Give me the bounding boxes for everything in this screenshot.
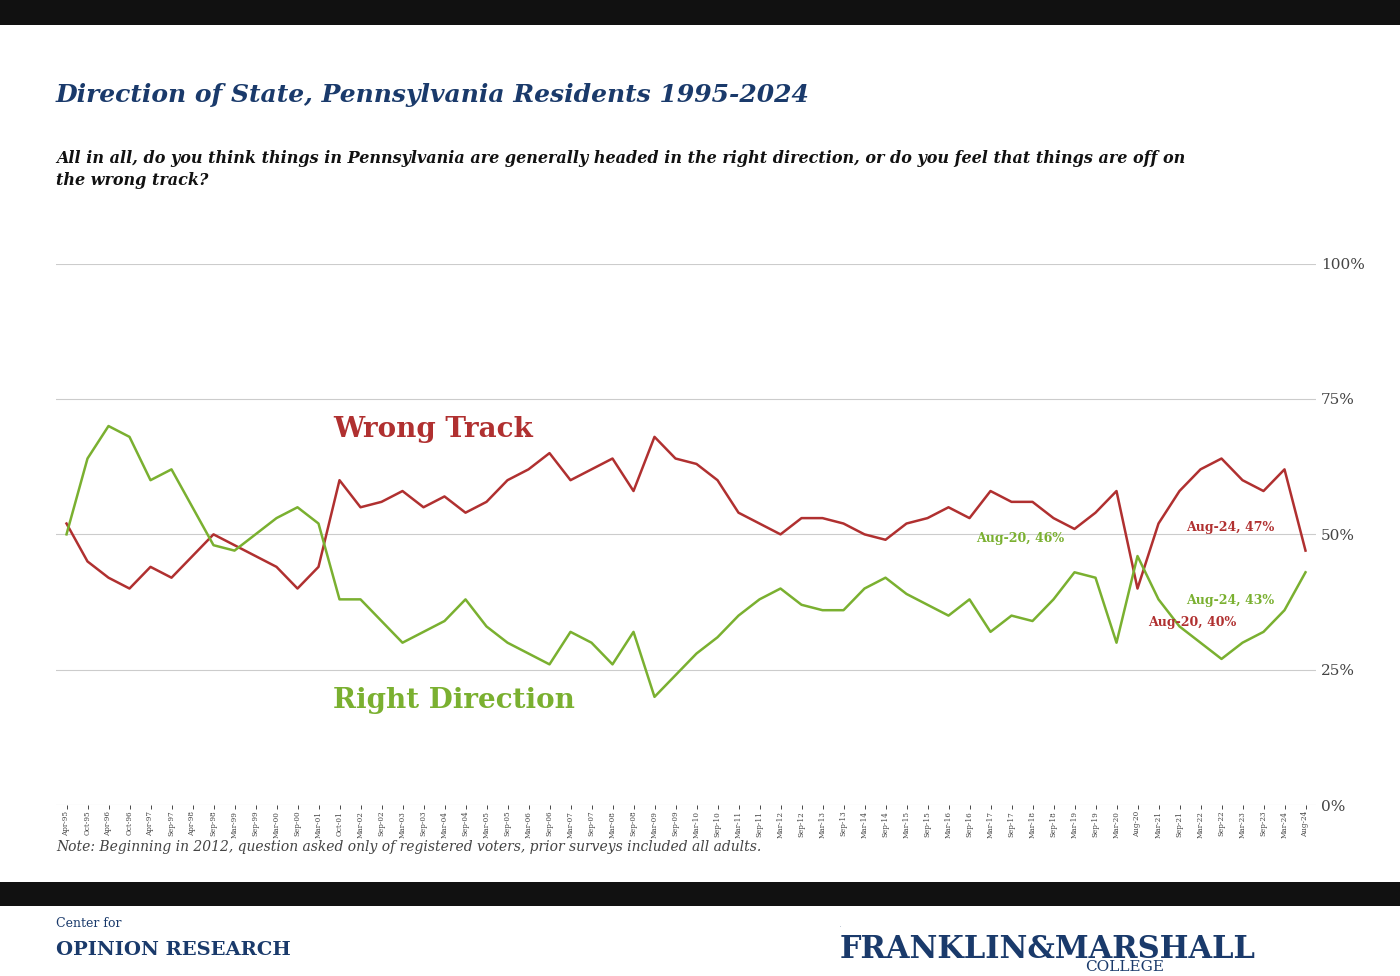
Text: Center for: Center for: [56, 917, 122, 930]
Text: Direction of State, Pennsylvania Residents 1995-2024: Direction of State, Pennsylvania Residen…: [56, 84, 809, 107]
Text: COLLEGE: COLLEGE: [1085, 960, 1163, 974]
Text: OPINION RESEARCH: OPINION RESEARCH: [56, 941, 291, 958]
Text: FRANKLIN&MARSHALL: FRANKLIN&MARSHALL: [840, 934, 1256, 965]
Text: Aug-24, 43%: Aug-24, 43%: [1186, 594, 1274, 607]
Text: All in all, do you think things in Pennsylvania are generally headed in the righ: All in all, do you think things in Penns…: [56, 150, 1186, 189]
Text: Aug-20, 46%: Aug-20, 46%: [976, 532, 1064, 546]
Text: Right Direction: Right Direction: [333, 687, 575, 713]
Text: Wrong Track: Wrong Track: [333, 416, 533, 443]
Text: Aug-20, 40%: Aug-20, 40%: [1148, 616, 1236, 629]
Text: Note: Beginning in 2012, question asked only of registered voters, prior surveys: Note: Beginning in 2012, question asked …: [56, 840, 762, 854]
Text: Aug-24, 47%: Aug-24, 47%: [1186, 521, 1274, 535]
